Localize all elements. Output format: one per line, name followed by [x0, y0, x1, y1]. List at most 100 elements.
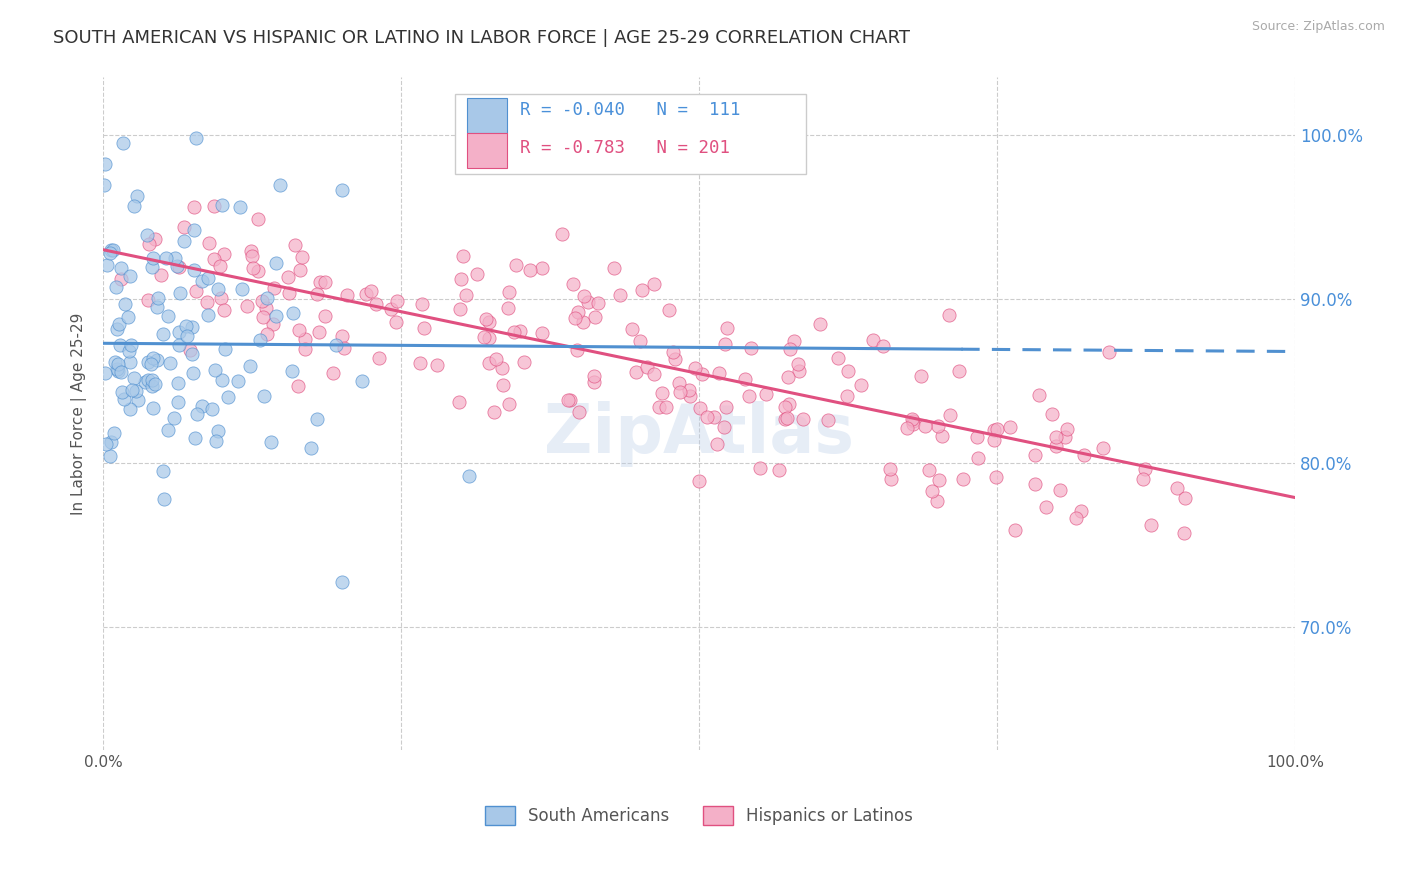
Point: [231, 282, 253, 296]
Y-axis label: In Labor Force | Age 25-29: In Labor Force | Age 25-29: [72, 313, 87, 515]
Point: [332, 341, 354, 355]
Point: [263, 281, 285, 295]
Point: [105, 362, 128, 376]
Point: [678, 384, 700, 398]
Point: [409, 356, 432, 370]
Point: [152, 326, 174, 341]
Point: [938, 308, 960, 322]
Point: [1024, 448, 1046, 462]
Point: [986, 421, 1008, 435]
FancyBboxPatch shape: [467, 97, 508, 133]
Point: [169, 285, 191, 300]
Point: [336, 287, 359, 301]
Point: [110, 384, 132, 399]
Point: [643, 368, 665, 382]
Text: SOUTH AMERICAN VS HISPANIC OR LATINO IN LABOR FORCE | AGE 25-29 CORRELATION CHAR: SOUTH AMERICAN VS HISPANIC OR LATINO IN …: [53, 29, 911, 46]
Point: [107, 364, 129, 378]
Text: ZipAtlas: ZipAtlas: [544, 401, 853, 467]
Point: [281, 306, 304, 320]
Point: [952, 472, 974, 486]
Point: [314, 309, 336, 323]
Point: [136, 354, 159, 368]
Point: [851, 377, 873, 392]
Point: [153, 491, 176, 506]
Point: [167, 325, 190, 339]
Point: [628, 334, 651, 348]
Point: [582, 368, 605, 383]
Point: [713, 420, 735, 434]
Point: [787, 364, 810, 378]
FancyBboxPatch shape: [467, 133, 508, 169]
Point: [120, 355, 142, 369]
Point: [903, 417, 925, 431]
Point: [986, 470, 1008, 484]
Point: [191, 274, 214, 288]
Point: [900, 412, 922, 426]
Point: [356, 287, 378, 301]
Point: [299, 442, 322, 456]
Point: [496, 301, 519, 315]
Point: [214, 303, 236, 318]
Point: [308, 275, 330, 289]
Point: [425, 359, 447, 373]
Point: [201, 402, 224, 417]
Point: [557, 393, 579, 408]
Text: Source: ZipAtlas.com: Source: ZipAtlas.com: [1251, 20, 1385, 33]
Point: [472, 330, 495, 344]
Point: [567, 305, 589, 319]
Point: [576, 295, 599, 310]
Point: [195, 295, 218, 310]
Point: [669, 385, 692, 400]
Point: [482, 405, 505, 419]
Point: [1056, 422, 1078, 436]
Point: [485, 352, 508, 367]
Point: [121, 384, 143, 398]
Point: [498, 397, 520, 411]
Point: [156, 309, 179, 323]
Point: [567, 343, 589, 358]
Point: [214, 342, 236, 356]
Point: [782, 334, 804, 348]
Point: [1064, 510, 1087, 524]
Point: [173, 219, 195, 234]
Point: [249, 333, 271, 347]
Point: [110, 260, 132, 275]
Point: [465, 268, 488, 282]
Point: [662, 345, 685, 359]
Point: [211, 198, 233, 212]
Point: [530, 326, 553, 340]
Point: [450, 272, 472, 286]
Point: [1097, 345, 1119, 359]
Point: [738, 389, 761, 403]
Text: R = -0.040   N =  111: R = -0.040 N = 111: [520, 101, 741, 119]
Point: [983, 423, 1005, 437]
Point: [104, 355, 127, 369]
Point: [903, 414, 925, 428]
Point: [197, 271, 219, 285]
Point: [96, 259, 118, 273]
Point: [449, 301, 471, 316]
Point: [159, 356, 181, 370]
Point: [664, 351, 686, 366]
Point: [624, 365, 647, 379]
Point: [93, 178, 115, 192]
Point: [837, 364, 859, 378]
Point: [1173, 525, 1195, 540]
Point: [773, 412, 796, 426]
Point: [294, 342, 316, 356]
Point: [107, 357, 129, 371]
Point: [169, 260, 191, 275]
Point: [110, 272, 132, 286]
Point: [138, 236, 160, 251]
Point: [180, 319, 202, 334]
Point: [583, 310, 606, 324]
Point: [330, 183, 353, 197]
Point: [921, 484, 943, 499]
Point: [651, 385, 673, 400]
Point: [939, 408, 962, 422]
Point: [114, 297, 136, 311]
Point: [703, 410, 725, 425]
Point: [291, 251, 314, 265]
Point: [239, 359, 262, 373]
Point: [105, 280, 128, 294]
